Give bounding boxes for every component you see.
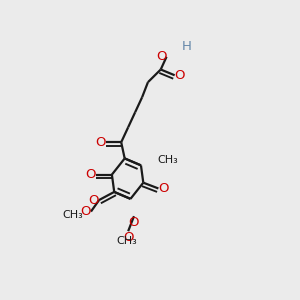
Text: O: O	[96, 136, 106, 149]
Text: O: O	[80, 205, 91, 218]
Text: CH₃: CH₃	[62, 210, 83, 220]
Text: O: O	[156, 50, 166, 63]
Text: O: O	[123, 231, 134, 244]
Text: O: O	[175, 69, 185, 82]
Text: O: O	[158, 182, 169, 195]
Text: CH₃: CH₃	[117, 236, 137, 246]
Text: CH₃: CH₃	[157, 154, 178, 165]
Text: O: O	[88, 194, 99, 206]
Text: H: H	[182, 40, 191, 53]
Text: O: O	[129, 216, 139, 229]
Text: O: O	[85, 168, 96, 181]
